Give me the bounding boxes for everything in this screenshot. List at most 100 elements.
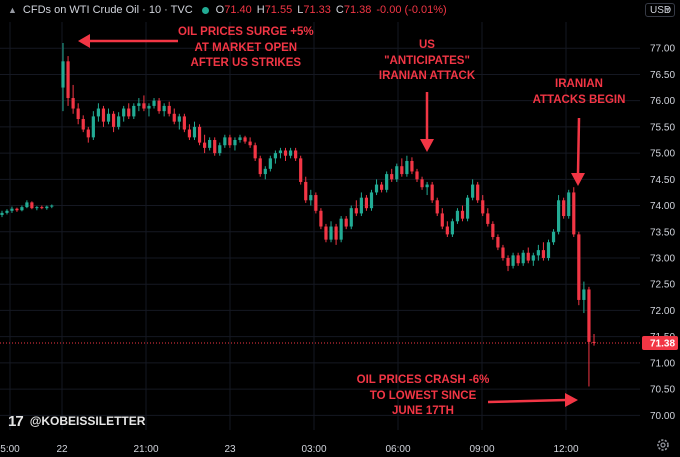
candle-body [420,179,424,188]
candle-body [526,252,530,261]
chart-grid [0,22,640,430]
candle-body [162,105,166,112]
candle-body [476,184,480,201]
x-tick-label: 21:00 [133,444,158,455]
candle-body [536,250,540,256]
candle-body [369,192,374,209]
candle-body [531,255,535,261]
candle-body [122,108,126,117]
candle-body [309,195,313,201]
candle-body [592,341,596,343]
candle-body [283,150,288,156]
candle-body [35,207,39,209]
candle-body [81,119,85,130]
currency-selector[interactable]: USD ▼ [645,3,675,17]
candle-body [334,226,338,240]
candle-body [385,174,389,190]
candle-body [400,166,404,175]
candle-body [546,242,551,258]
candle-body [20,207,24,211]
candle-body [359,197,363,214]
candle-body [435,200,439,214]
chevron-down-icon[interactable]: ▲ [8,5,17,15]
y-tick-label: 75.50 [650,122,675,133]
candle-body [344,218,348,227]
annotation-line: TO LOWEST SINCE [369,389,477,402]
annotation-line: US [419,39,435,51]
change-value: -0.00 (-0.01%) [376,4,447,16]
candle-body [410,160,414,172]
candle-body [223,137,227,146]
annotation-line: IRANIAN ATTACK [378,70,476,82]
candle-body [248,141,252,146]
candle-body [137,103,141,106]
candle-body [152,100,156,106]
candle-body [405,160,409,175]
x-tick-label: 5:00 [0,444,20,455]
candle-body [268,158,272,169]
candle-body [15,208,19,211]
candle-body [551,231,556,243]
candle-body [243,137,247,142]
gear-icon[interactable] [657,439,669,451]
candle-body [465,197,470,219]
crash-arrow [487,393,578,407]
x-tick-label: 06:00 [385,444,410,455]
candle-body [577,234,581,300]
y-tick-label: 71.00 [650,358,675,369]
candle-body [45,206,49,209]
anticipates-arrow [420,92,434,152]
y-tick-label: 76.00 [650,96,675,107]
candle-body [106,113,111,122]
candle-body [481,200,485,214]
time-axis: 5:00 22 21:00 23 03:00 06:00 09:00 12:00 [0,444,579,455]
candle-body [511,255,515,266]
candle-body [182,116,186,130]
annotation-line: ATTACKS BEGIN [532,93,626,106]
y-tick-label: 72.00 [650,306,675,317]
annotation-line: AT MARKET OPEN [194,41,298,54]
candle-body [213,139,217,154]
x-tick-label: 12:00 [553,444,578,455]
candle-body [263,168,267,175]
candle-body [390,174,394,180]
tradingview-logo-icon: 17 [8,412,24,430]
candle-body [5,210,9,213]
candle-body [374,184,379,193]
y-tick-label: 72.50 [650,280,675,291]
candle-body [61,61,65,88]
candle-body [76,108,80,120]
candle-body [324,226,328,240]
candle-body [127,108,131,117]
candle-body [572,192,576,235]
low-label: L [297,4,304,16]
candle-body [496,237,500,248]
candle-body [258,158,262,175]
candle-body [380,184,384,190]
y-tick-label: 76.50 [650,70,675,81]
annotation-line: JUNE 17TH [392,405,454,417]
candle-body [329,226,333,240]
candle-body [506,257,510,266]
candle-body [557,200,561,232]
candle-body [50,205,54,207]
candle-body [294,150,298,159]
candle-body [40,207,44,209]
candle-body [10,208,14,211]
candle-body [132,105,136,117]
candle-body [455,210,460,222]
candle-body [445,226,449,235]
candle-body [278,150,283,154]
candle-body [177,116,181,122]
candle-body [415,171,419,180]
annotation-attacks: IRANIAN ATTACKS BEGIN [524,77,634,108]
candle-body [167,105,171,114]
x-tick-label: 03:00 [301,444,326,455]
x-tick-label: 23 [224,444,236,455]
open-value: 71.40 [224,4,252,16]
annotation-line: IRANIAN [555,78,603,90]
surge-arrow [78,34,178,48]
symbol-name[interactable]: CFDs on WTI Crude Oil · 10 · TVC [22,4,193,16]
candle-body [197,126,202,143]
